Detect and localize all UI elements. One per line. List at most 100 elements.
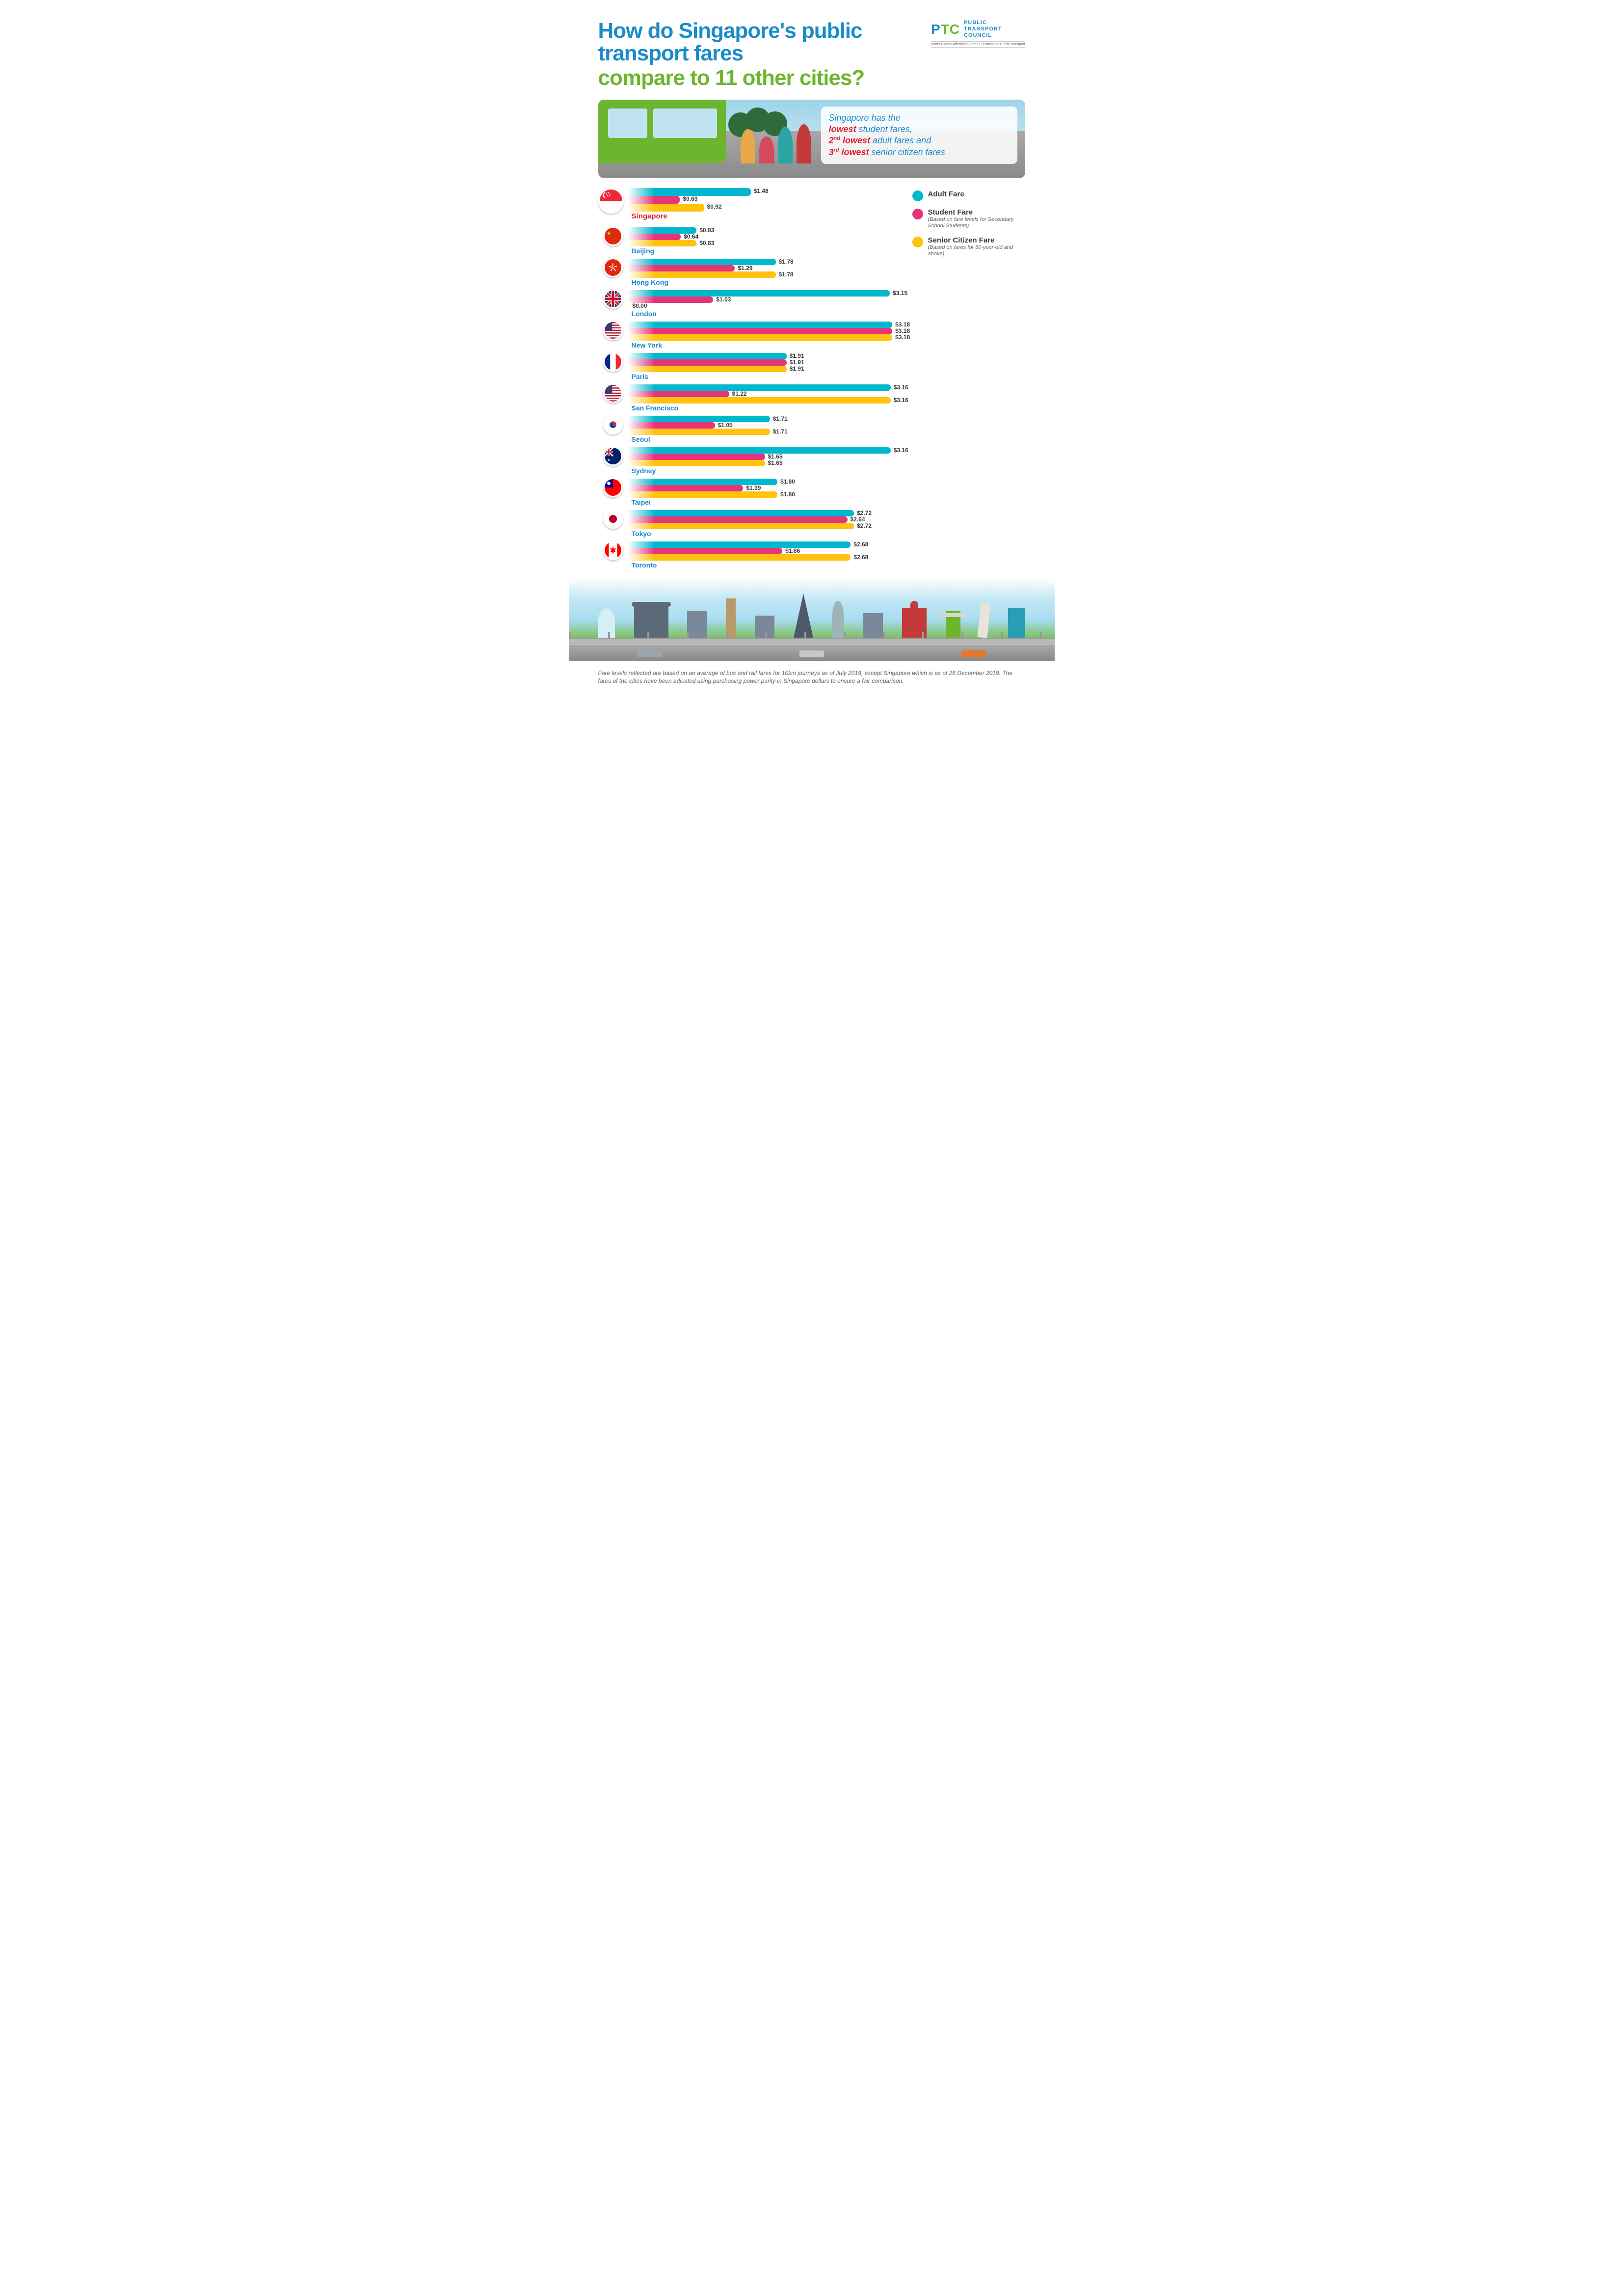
flag-icon: [603, 540, 623, 560]
bar-adult: $1.91: [628, 353, 787, 359]
bar-value: $2.64: [851, 516, 865, 523]
bar-senior: $3.18: [628, 334, 893, 341]
bar-value: $0.83: [699, 240, 714, 246]
vehicle-icon: [638, 650, 662, 657]
title-block: How do Singapore's public transport fare…: [598, 20, 921, 90]
callout-hl1: lowest: [829, 124, 856, 134]
ptc-logo: PTC PUBLICTRANSPORTCOUNCIL Better Rides …: [931, 20, 1025, 48]
flag-icon: [603, 383, 623, 403]
bar-value: $1.78: [779, 258, 794, 265]
city-name: Sydney: [632, 467, 898, 475]
bar-value: $3.16: [894, 397, 908, 404]
bar-value: $1.71: [773, 415, 788, 422]
city-group: $1.80$1.39$1.80Taipei: [598, 479, 898, 506]
road-illustration: [569, 650, 1055, 657]
bar-student: $1.86: [628, 548, 783, 554]
city-group: $1.78$1.29$1.78Hong Kong: [598, 259, 898, 286]
city-group: $1.48$0.63$0.92Singapore: [598, 188, 898, 220]
bar-value: $2.68: [853, 541, 868, 548]
flag-icon: [603, 509, 623, 529]
legend-note-student: (Based on fare levels for Secondary Scho…: [928, 216, 1025, 229]
bar-senior: $1.78: [628, 271, 776, 278]
bar-value: $1.39: [746, 485, 761, 491]
city-group: $2.68$1.86$2.68Toronto: [598, 541, 898, 569]
bar-value: $3.18: [895, 334, 910, 341]
flag-icon: [603, 321, 623, 340]
legend-senior: Senior Citizen Fare (Based on fares for …: [912, 236, 1025, 257]
bar-adult: $3.15: [628, 290, 890, 297]
bar-student: $1.29: [628, 265, 735, 271]
city-name: Toronto: [632, 561, 898, 569]
bar-adult: $1.78: [628, 259, 776, 265]
header: How do Singapore's public transport fare…: [598, 20, 1025, 90]
city-name: Beijing: [632, 247, 898, 255]
legend: Adult Fare Student Fare (Based on fare l…: [912, 188, 1025, 573]
bar-adult: $3.16: [628, 447, 891, 454]
bar-value: $0.64: [684, 233, 698, 240]
bar-senior: $3.16: [628, 397, 891, 404]
legend-dot-student: [912, 209, 923, 219]
flag-icon: [603, 446, 623, 466]
bar-value: $1.71: [773, 428, 788, 435]
bar-value: $2.68: [853, 554, 868, 561]
flag-icon: [603, 415, 623, 434]
bar-value: $1.91: [790, 365, 804, 372]
title-line2: compare to 11 other cities?: [598, 67, 921, 89]
flag-icon: [603, 258, 623, 277]
city-group: $0.83$0.64$0.83Beijing: [598, 227, 898, 255]
city-name: London: [632, 310, 898, 318]
bar-student: $0.63: [628, 196, 680, 204]
bar-value: $2.72: [857, 522, 872, 529]
city-group: $3.16$1.22$3.16San Francisco: [598, 384, 898, 412]
bar-value: $1.03: [716, 296, 731, 303]
bar-value: $3.16: [894, 384, 908, 391]
bus-illustration: [598, 100, 726, 163]
logo-name: PUBLICTRANSPORTCOUNCIL: [964, 20, 1002, 39]
bar-senior: $2.68: [628, 554, 851, 561]
bar-value: $3.18: [895, 321, 910, 328]
chart-area: $1.48$0.63$0.92Singapore$0.83$0.64$0.83B…: [598, 188, 1025, 573]
callout-hl3: 3rd lowest: [829, 147, 869, 157]
bar-value: $1.86: [785, 547, 800, 554]
bar-adult: $2.68: [628, 541, 851, 548]
bar-value: $0.83: [699, 227, 714, 234]
city-name: Taipei: [632, 498, 898, 506]
flag-icon: [603, 226, 623, 246]
bar-student: $1.22: [628, 391, 729, 397]
footnote: Fare levels reflected are based on an av…: [598, 669, 1025, 686]
bar-value: $0.00: [633, 302, 647, 309]
callout-hl2: 2nd lowest: [829, 135, 870, 145]
callout-rest2: adult fares and: [873, 135, 931, 145]
city-group: $3.15$1.03 $0.00London: [598, 290, 898, 318]
bar-value: $1.80: [780, 491, 795, 498]
bar-senior: $1.91: [628, 366, 787, 372]
legend-label-adult: Adult Fare: [928, 190, 964, 198]
city-name: Paris: [632, 373, 898, 380]
bar-student: $2.64: [628, 516, 848, 523]
hero-banner: Singapore has the lowest student fares, …: [598, 100, 1025, 178]
legend-label-student: Student Fare: [928, 208, 1025, 216]
flag-icon: [598, 188, 624, 214]
city-name: Hong Kong: [632, 278, 898, 286]
callout-intro: Singapore has the: [829, 113, 901, 123]
city-group: $1.71$1.05$1.71Seoul: [598, 416, 898, 443]
bar-student: $1.91: [628, 359, 787, 366]
city-group: $1.91$1.91$1.91Paris: [598, 353, 898, 380]
city-name: San Francisco: [632, 404, 898, 412]
legend-dot-adult: [912, 190, 923, 201]
bar-senior: $0.92: [628, 204, 704, 212]
callout-rest3: senior citizen fares: [872, 147, 945, 157]
bar-value: $1.78: [779, 271, 794, 278]
bar-adult: $1.48: [628, 188, 751, 196]
bar-adult: $1.71: [628, 416, 770, 422]
legend-student: Student Fare (Based on fare levels for S…: [912, 208, 1025, 229]
bar-value: $1.80: [780, 478, 795, 485]
vehicle-icon: [961, 650, 986, 657]
city-name: Tokyo: [632, 530, 898, 538]
bar-value: $3.15: [893, 290, 907, 297]
city-group: $3.16$1.65$1.65Sydney: [598, 447, 898, 475]
city-name: Singapore: [632, 212, 898, 220]
people-illustration: [741, 124, 811, 163]
bar-senior: $1.80: [628, 491, 777, 498]
legend-note-senior: (Based on fares for 60-year-old and abov…: [928, 244, 1025, 257]
